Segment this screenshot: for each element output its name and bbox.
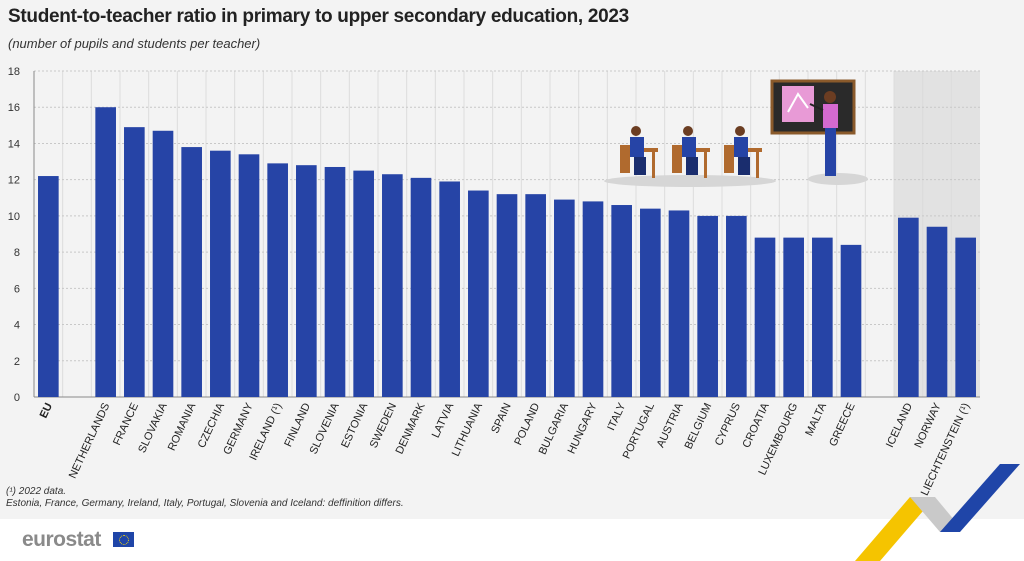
bar-iceland (898, 217, 919, 397)
decorative-chevron-icon (855, 464, 1020, 561)
bar-eu (38, 176, 59, 397)
bar-lithuania (468, 190, 489, 397)
x-tick-label: AUSTRIA (655, 401, 686, 450)
footnote-2: Estonia, France, Germany, Ireland, Italy… (6, 498, 404, 509)
y-tick-label: 10 (8, 211, 20, 223)
x-tick-label: DENMARK (394, 401, 428, 457)
bar-cyprus (726, 215, 747, 397)
bar-chart: 0 2 4 6 8 10 12 14 16 18 EU NETHERLANDSFRANCESLOVAK… (8, 66, 980, 498)
bar-germany (238, 154, 260, 397)
y-tick-label: 6 (14, 283, 20, 295)
chart-title: Student-to-teacher ratio in primary to u… (8, 6, 629, 27)
chart-subtitle: (number of pupils and students per teach… (8, 36, 261, 51)
bar-croatia (754, 237, 776, 397)
x-tick-label: HUNGARY (566, 401, 600, 456)
x-tick-label: BELGIUM (683, 401, 715, 451)
x-tick-label: ROMANIA (166, 401, 199, 453)
bar-hungary (582, 201, 604, 397)
x-tick-label: MALTA (803, 401, 829, 438)
x-tick-label: LITHUANIA (450, 401, 485, 459)
y-tick-label: 4 (14, 320, 20, 332)
bar-luxembourg (783, 237, 804, 397)
x-tick-label: SLOVAKIA (136, 401, 170, 455)
x-tick-label: EU (38, 401, 55, 420)
y-tick-label: 18 (8, 66, 20, 78)
y-tick-label: 14 (8, 138, 20, 150)
y-tick-label: 8 (14, 247, 20, 259)
bar-spain (496, 194, 518, 397)
x-tick-label: CROATIA (741, 401, 772, 450)
bar-slovenia (324, 166, 346, 397)
bar-belgium (697, 215, 718, 397)
eu-flag-icon (113, 532, 134, 547)
bar-malta (812, 237, 833, 397)
bar-estonia (353, 170, 374, 397)
x-tick-label: NORWAY (913, 401, 944, 450)
y-tick-label: 2 (14, 356, 20, 368)
bar-bulgaria (554, 199, 575, 397)
bar-italy (611, 205, 632, 397)
bar-romania (181, 147, 202, 397)
bar-poland (525, 194, 546, 397)
bar-greece (840, 244, 862, 397)
bar-portugal (640, 208, 661, 397)
y-tick-label: 12 (8, 175, 20, 187)
bar-sweden (382, 174, 403, 397)
footer (0, 519, 1024, 561)
bar-finland (296, 165, 317, 397)
y-tick-label: 0 (14, 392, 20, 404)
x-tick-label: POLAND (512, 401, 542, 447)
x-tick-label: FINLAND (282, 401, 313, 449)
x-tick-label: CYPRUS (713, 401, 743, 448)
footnotes: (¹) 2022 data. Estonia, France, Germany,… (6, 486, 404, 510)
bar-ireland (267, 163, 288, 397)
bar-liechtenstein (955, 237, 976, 397)
bar-norway (926, 226, 948, 397)
bar-france (124, 127, 145, 398)
bar-austria (668, 210, 690, 397)
x-tick-label: FRANCE (111, 401, 141, 447)
bar-slovakia (152, 130, 174, 397)
y-tick-label: 16 (8, 102, 20, 114)
classroom-illustration (604, 79, 868, 187)
x-tick-label: ICELAND (884, 401, 915, 449)
x-tick-label: CZECHIA (196, 401, 228, 450)
x-tick-label: ESTONIA (339, 401, 370, 450)
x-tick-label: ITALY (605, 401, 628, 433)
x-tick-label: GREECE (827, 401, 858, 448)
footnote-1: (¹) 2022 data. (6, 486, 67, 497)
x-tick-label: NETHERLANDS (67, 401, 112, 480)
bar-latvia (439, 181, 460, 397)
eurostat-logo: eurostat (22, 528, 101, 551)
bar-netherlands (95, 107, 116, 397)
bar-czechia (210, 150, 231, 397)
x-tick-label: SPAIN (489, 401, 514, 435)
x-tick-label: LATVIA (430, 401, 457, 440)
x-tick-label: SLOVENIA (308, 401, 342, 457)
x-tick-label: SWEDEN (368, 401, 399, 450)
bar-denmark (410, 177, 432, 397)
